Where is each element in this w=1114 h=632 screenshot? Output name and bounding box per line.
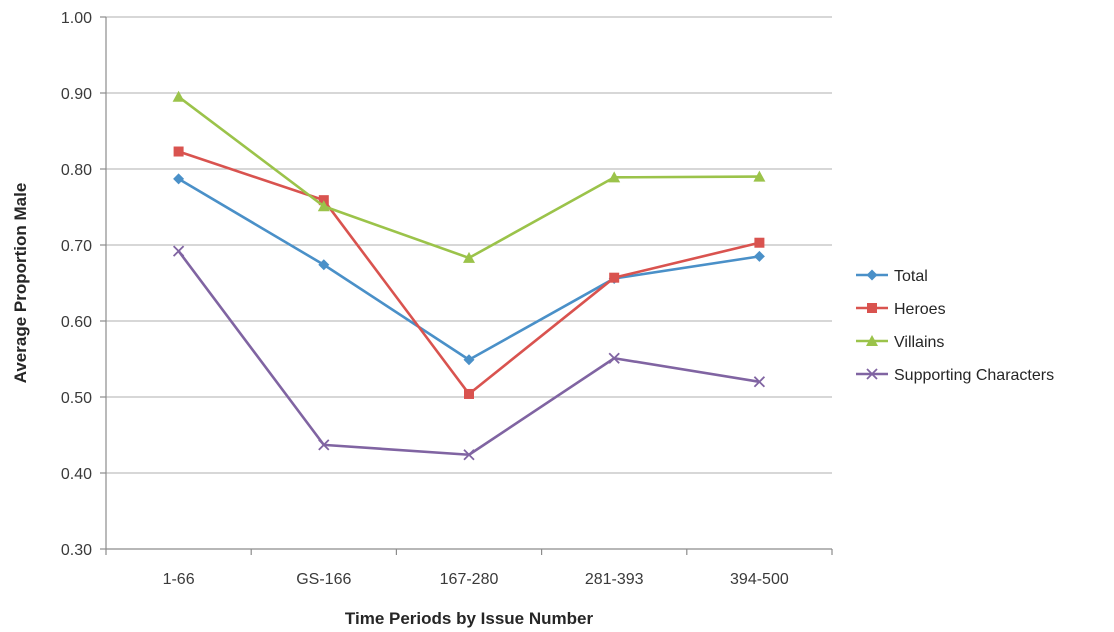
data-point-marker [754,237,765,248]
series-villains [172,90,766,263]
series-total [173,173,765,366]
y-tick-label: 0.70 [61,238,92,255]
series-supporting-characters [172,245,766,461]
data-point-marker [317,200,330,212]
data-point-marker [173,173,185,185]
x-tick-label: 394-500 [730,571,789,588]
data-point-marker [753,170,766,182]
gridlines [106,16,832,474]
y-tick-label: 0.40 [61,466,92,483]
data-point-marker [318,439,330,451]
x-axis-title: Time Periods by Issue Number [345,609,594,628]
data-point-marker [463,449,475,461]
y-tick-label: 0.50 [61,390,92,407]
legend-label: Villains [894,334,944,351]
y-tick-label: 0.30 [61,542,92,559]
legend-item: Villains [856,334,944,351]
y-axis-title: Average Proportion Male [11,183,30,384]
data-point-marker [463,354,475,366]
data-point-marker [866,368,878,380]
marker-stroke [866,368,878,380]
y-tick-label: 0.60 [61,314,92,331]
x-tick-label: 1-66 [163,571,195,588]
data-point-marker [172,90,185,102]
data-point-marker [753,250,765,262]
legend-item: Total [856,268,928,285]
data-point-marker [866,269,878,281]
data-point-marker [463,251,475,263]
marker-stroke [318,439,330,451]
legend-label: Heroes [894,301,946,318]
series-heroes [173,146,765,399]
marker-stroke [172,245,185,257]
data-point-marker [608,171,621,183]
data-point-marker [608,352,620,364]
data-point-marker [173,146,184,157]
y-tick-label: 0.80 [61,162,92,179]
series-line [177,250,760,457]
data-point-marker [464,388,474,399]
series-line [177,177,760,362]
data-point-marker [318,195,329,206]
legend-item: Supporting Characters [856,367,1054,384]
marker-stroke [753,376,766,388]
y-tick-label: 1.00 [61,10,92,27]
data-point-marker [609,272,620,283]
series-line [177,95,760,260]
legend-label: Supporting Characters [894,367,1054,384]
data-point-marker [172,245,185,257]
series-lines [172,90,766,461]
legend-label: Total [894,268,928,285]
axes: 0.30 0.40 0.50 0.60 0.70 0.80 0.90 1.00 1-66 GS-1… [61,10,833,588]
data-point-marker [867,303,877,313]
data-point-marker [753,376,766,388]
x-tick-label: GS-166 [296,571,351,588]
legend: Total Heroes Villains Supporting Characters [856,268,1054,384]
marker-stroke [463,449,475,461]
data-point-marker [318,259,330,271]
marker-stroke [608,352,620,364]
x-tick-label: 281-393 [585,571,644,588]
x-tick-label: 167-280 [440,571,499,588]
y-tick-label: 0.90 [61,86,92,103]
data-point-marker [866,335,878,346]
legend-item: Heroes [856,301,946,318]
